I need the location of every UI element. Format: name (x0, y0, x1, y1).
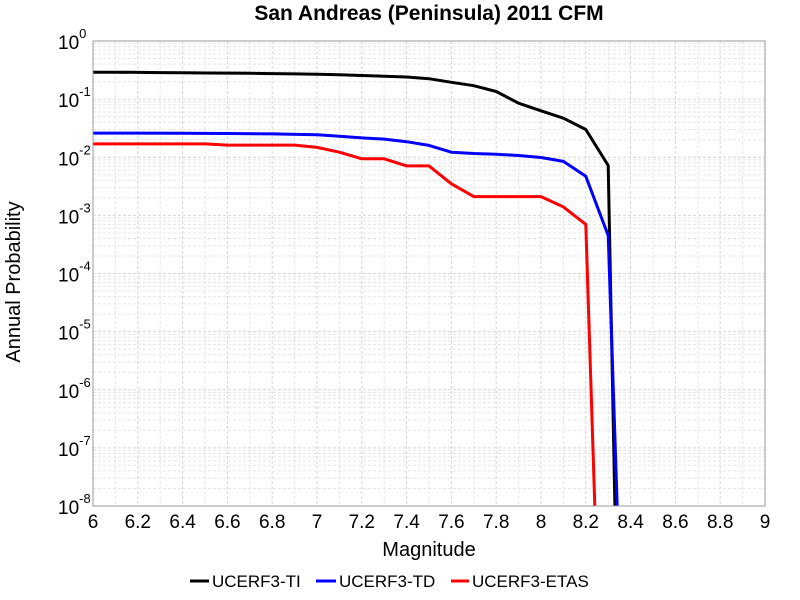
plot-frame (92, 40, 766, 507)
x-tick-label: 8 (536, 512, 547, 533)
y-tick-label: 10-5 (58, 317, 91, 345)
y-tick-label: 10-4 (58, 259, 91, 287)
x-tick-label: 7.8 (483, 512, 509, 533)
y-tick-label: 10-2 (58, 142, 91, 170)
x-tick-labels: 6 6.2 6.4 6.6 6.8 7 7.2 7.4 7.6 7.8 8 8.2 8.4 8.6 8.8 9 (88, 512, 771, 533)
x-tick-label: 9 (760, 512, 771, 533)
series-line-ucerf3-td (93, 131, 619, 507)
legend-label-ucerf3-td: UCERF3-TD (339, 572, 435, 591)
x-tick-label: 8.2 (573, 512, 599, 533)
x-tick-label: 8.8 (707, 512, 733, 533)
series-line-ucerf3-etas (93, 142, 597, 507)
series-line-ucerf3-ti (93, 70, 617, 507)
x-tick-label: 8.6 (662, 512, 688, 533)
x-axis-label: Magnitude (382, 539, 475, 561)
x-tick-label: 6 (88, 512, 99, 533)
legend-label-ucerf3-etas: UCERF3-ETAS (472, 572, 589, 591)
series-layer (93, 70, 619, 507)
y-tick-label: 10-3 (58, 200, 91, 228)
y-tick-labels: 100 10-1 10-2 10-3 10-4 10-5 10-6 10-7 10-8 (58, 26, 91, 519)
y-tick-label: 10-1 (58, 84, 91, 112)
legend-label-ucerf3-ti: UCERF3-TI (212, 572, 301, 591)
x-tick-label: 6.6 (214, 512, 240, 533)
y-tick-label: 10-7 (58, 433, 91, 461)
x-tick-label: 6.2 (125, 512, 151, 533)
y-tick-label: 10-6 (58, 375, 91, 403)
x-tick-label: 6.8 (259, 512, 285, 533)
grid-layer (92, 41, 766, 507)
x-tick-label: 8.4 (617, 512, 644, 533)
x-tick-label: 7.2 (349, 512, 375, 533)
x-tick-label: 7.6 (438, 512, 464, 533)
legend: UCERF3-TI UCERF3-TD UCERF3-ETAS (190, 572, 589, 591)
x-tick-label: 6.4 (169, 512, 196, 533)
y-axis-label: Annual Probability (3, 201, 25, 362)
x-tick-label: 7 (312, 512, 323, 533)
chart-title: San Andreas (Peninsula) 2011 CFM (254, 2, 603, 25)
y-tick-label: 10-8 (58, 491, 91, 519)
x-tick-label: 7.4 (393, 512, 420, 533)
y-tick-label: 100 (58, 26, 86, 54)
